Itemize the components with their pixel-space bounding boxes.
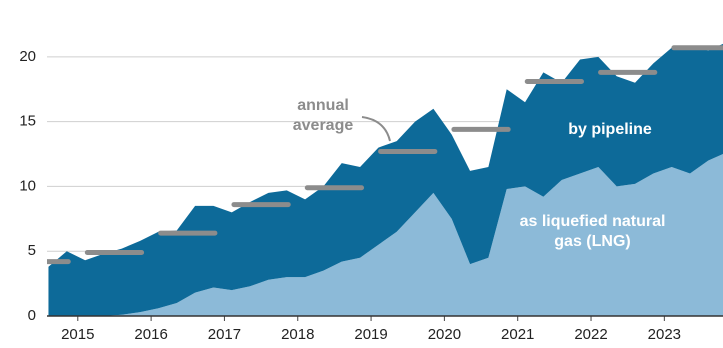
axes: 0 5 10 15 20 2015 2016 2017 2018 2019 2020 2021 2022… bbox=[19, 48, 723, 343]
y-tick-label: 15 bbox=[19, 113, 36, 130]
x-tick-label: 2019 bbox=[354, 326, 387, 343]
y-tick-label: 0 bbox=[28, 307, 36, 324]
area bbox=[48, 154, 723, 316]
x-tick-label: 2016 bbox=[134, 326, 167, 343]
x-tick-label: 2022 bbox=[574, 326, 607, 343]
averages bbox=[47, 45, 723, 265]
y-tick-label: 10 bbox=[19, 177, 36, 194]
x-tick-label: 2020 bbox=[428, 326, 461, 343]
y-tick-label: 5 bbox=[28, 242, 36, 259]
x-tick-label: 2023 bbox=[648, 326, 681, 343]
annotation: annual average bbox=[292, 97, 354, 134]
series-label: as liquefied natural gas (LNG) bbox=[519, 213, 666, 250]
annotation-arrow bbox=[361, 116, 391, 142]
x-tick-label: 2021 bbox=[501, 326, 534, 343]
series-label: by pipeline bbox=[568, 121, 652, 138]
areas bbox=[48, 43, 723, 316]
x-tick-label: 2017 bbox=[208, 326, 241, 343]
x-tick-label: 2015 bbox=[61, 326, 94, 343]
y-tick-label: 20 bbox=[19, 48, 36, 65]
area bbox=[48, 43, 723, 316]
x-tick-label: 2018 bbox=[281, 326, 314, 343]
